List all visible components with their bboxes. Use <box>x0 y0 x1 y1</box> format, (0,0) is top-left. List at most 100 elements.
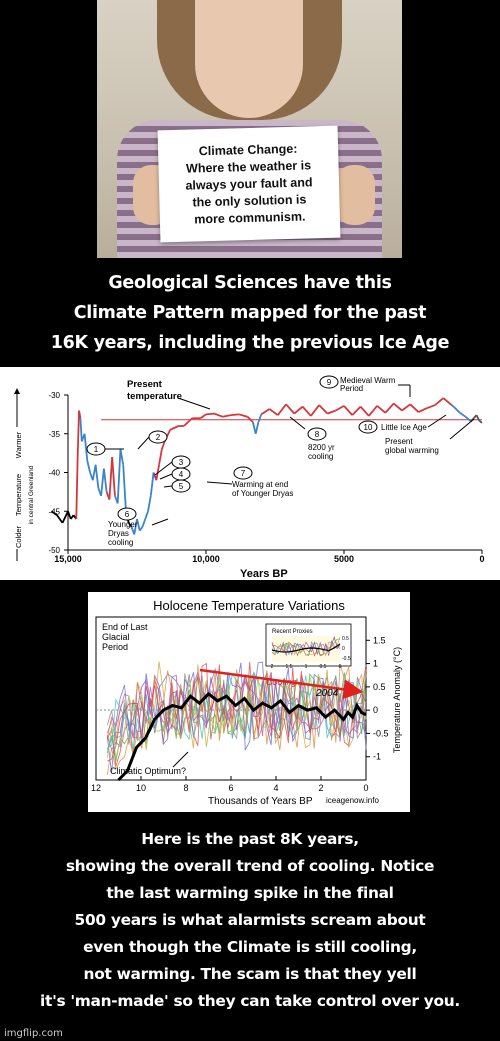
proxy-line <box>106 663 367 775</box>
temperature-segment <box>327 409 337 415</box>
warming-end-text: of Younger Dryas <box>232 489 293 498</box>
temperature-segment <box>238 413 248 418</box>
temperature-segment <box>285 403 295 415</box>
medieval-warm-text: Period <box>340 384 363 393</box>
marker-1-label: 1 <box>94 445 99 454</box>
temperature-segment <box>56 514 61 520</box>
temperature-segment <box>426 404 436 410</box>
temperature-segment <box>160 441 166 450</box>
proxy-line <box>107 671 367 762</box>
temperature-segment <box>147 495 152 512</box>
temperature-segment <box>111 456 116 496</box>
mean-temperature-line <box>117 691 367 782</box>
y-tick-label: -1 <box>373 752 381 762</box>
y-tick-label: -35 <box>48 430 60 439</box>
marker-8-label: 8 <box>315 430 320 439</box>
protest-sign: Climate Change: Where the weather is alw… <box>157 125 341 243</box>
temperature-segment <box>144 510 149 520</box>
temperature-segment <box>459 412 466 418</box>
x-tick-label: 10 <box>136 783 146 793</box>
temperature-segment <box>434 397 444 406</box>
temperature-segment <box>393 402 403 412</box>
temperature-segment <box>127 522 133 528</box>
temperature-segment <box>409 403 420 413</box>
y-tick-label: -0.5 <box>373 728 389 738</box>
younger-dryas-text: Younger <box>108 520 138 529</box>
temperature-segment <box>451 404 455 409</box>
present-warming-text: global warming <box>385 446 439 455</box>
temperature-segment <box>401 403 411 412</box>
marker-5-label: 5 <box>179 482 184 491</box>
marker-8 <box>307 427 327 441</box>
holocene-x-label: Thousands of Years BP <box>208 796 313 807</box>
holocene-chart: Holocene Temperature Variations Cooling … <box>88 592 410 812</box>
temperature-segment <box>141 518 147 528</box>
y-tick-label: 0.5 <box>373 682 386 692</box>
present-temp-label-2: temperature <box>127 391 182 402</box>
end-glacial-line: End of Last <box>102 622 148 632</box>
temperature-segment <box>442 397 453 406</box>
cooling-8200-text: 8200 yr <box>308 443 335 452</box>
temperature-segment <box>213 412 223 418</box>
marker-7-label: 7 <box>241 469 246 478</box>
climatic-optimum-label: Climatic Optimum? <box>110 766 186 776</box>
temperature-segment <box>122 464 127 512</box>
temperature-segment <box>108 456 114 500</box>
y-axis-label: Temperature <box>14 474 23 516</box>
inset-title: Recent Proxies <box>272 629 313 635</box>
y-tick-label: 1 <box>373 659 378 669</box>
inset-y-tick: 0.5 <box>342 636 349 642</box>
inset-x-tick: 0.5 <box>320 664 327 670</box>
x-tick-label: 10,000 <box>192 554 220 564</box>
cooling-label: Cooling <box>266 677 297 687</box>
y-tick-label: -50 <box>48 546 60 555</box>
little-ice-age-text: Little Ice Age <box>381 423 427 432</box>
y-axis-sublabel: in central Greenland <box>28 465 35 524</box>
warmer-label: Warmer <box>14 431 23 458</box>
inset-x-tick: 1 <box>305 664 308 670</box>
y-tick-label: -30 <box>48 391 60 400</box>
x-tick-label: 15,000 <box>54 554 82 564</box>
temperature-segment <box>100 468 105 496</box>
temperature-segment <box>246 416 254 423</box>
temperature-segment <box>254 421 260 434</box>
caption-top: Geological Sciences have this Climate Pa… <box>50 273 450 353</box>
temperature-segment <box>268 408 279 416</box>
inset-x-tick: 2 <box>271 664 274 670</box>
temperature-segment <box>359 406 370 417</box>
temperature-segment <box>79 418 83 442</box>
imgflip-watermark: imgflip.com <box>4 1028 63 1039</box>
marker-3-label: 3 <box>179 458 184 467</box>
x-tick-label: 8 <box>183 783 188 793</box>
temperature-segment <box>478 419 483 424</box>
temperature-segment <box>119 449 125 465</box>
temperature-segment <box>183 417 193 427</box>
temperature-segment <box>78 410 82 419</box>
temperature-segment <box>61 510 69 524</box>
marker-7 <box>233 466 253 480</box>
x-tick-label: 5000 <box>334 554 354 564</box>
inset-x-tick: 1.5 <box>286 664 293 670</box>
temperature-segment <box>260 408 270 416</box>
y-tick-label: 0 <box>373 705 378 715</box>
sign-text: Climate Change: Where the weather is alw… <box>185 141 313 226</box>
temperature-segment <box>475 414 481 421</box>
x-tick-label: 0 <box>363 783 368 793</box>
inset-x-tick: 0 <box>339 664 342 670</box>
temperature-segment <box>293 405 304 415</box>
proxy-line <box>106 672 367 750</box>
temperature-segment <box>149 472 155 496</box>
temperature-segment <box>169 425 179 431</box>
temperature-segment <box>75 456 79 520</box>
inset-y-tick: 0 <box>342 646 345 652</box>
temperature-segment <box>116 449 122 504</box>
holocene-title: Holocene Temperature Variations <box>153 598 345 613</box>
temperature-segment <box>86 460 91 473</box>
proxy-line <box>106 671 367 745</box>
temperature-segment <box>257 414 263 423</box>
younger-dryas-text: cooling <box>108 538 133 547</box>
temperature-segment <box>464 416 472 423</box>
temperature-segment <box>368 405 378 417</box>
